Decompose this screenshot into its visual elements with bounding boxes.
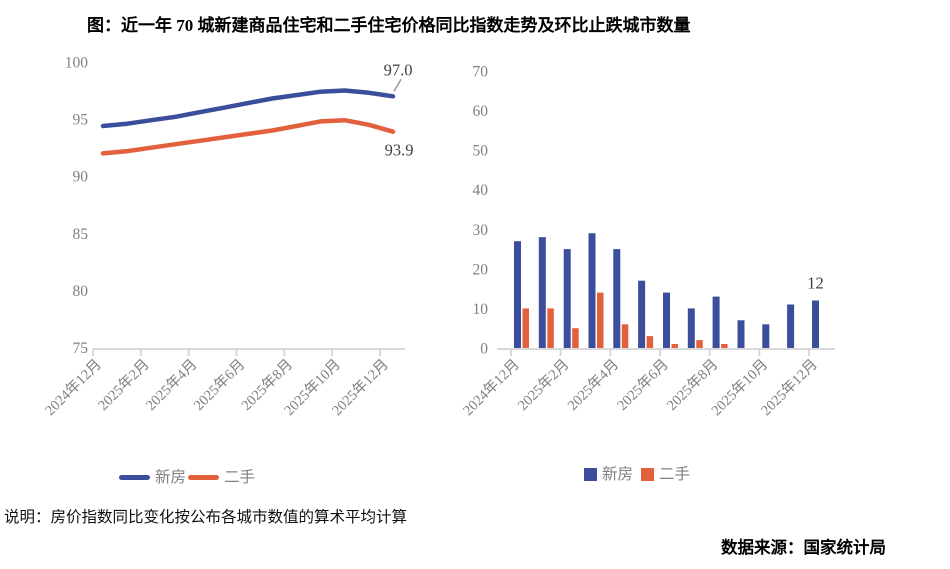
legend-label-second-hand: 二手 <box>659 466 691 483</box>
legend-label-second-hand: 二手 <box>224 469 256 486</box>
bar-new-home <box>737 320 745 348</box>
y-axis-tick-label: 75 <box>73 340 89 357</box>
line-chart: 100 95 90 85 80 752024年12月2025年2月2025年4月2025年… <box>42 55 414 420</box>
bar-second-hand <box>621 324 629 348</box>
x-axis-tick-label: 2025年2月 <box>94 356 152 414</box>
y-axis-tick-label: 50 <box>473 143 489 160</box>
legend-label-new-home: 新房 <box>602 466 634 483</box>
y-axis-tick-label: 90 <box>73 169 89 186</box>
bar-new-home <box>663 292 670 348</box>
second-hand-line-swatch <box>188 475 220 480</box>
bar-second-hand <box>597 292 604 348</box>
second-hand-bar-swatch <box>641 468 655 481</box>
bar-new-home <box>812 300 819 348</box>
note-text: 说明：房价指数同比变化按公布各城市数值的算术平均计算 <box>4 509 408 526</box>
x-axis-tick-label: 2024年12月 <box>460 356 523 419</box>
bar-second-hand <box>671 344 678 348</box>
bar-new-home <box>514 241 521 348</box>
y-axis-tick-label: 100 <box>65 55 89 72</box>
x-axis-tick-label: 2024年12月 <box>42 356 105 419</box>
bar-chart-legend: 新房 二手 <box>584 466 692 483</box>
bar-new-home <box>538 237 546 348</box>
bar-new-home <box>638 280 646 348</box>
bar-new-home <box>787 304 795 348</box>
line-series-二手 <box>100 117 396 156</box>
data-source-text: 数据来源：国家统计局 <box>721 538 886 557</box>
line-series-新房 <box>100 88 396 129</box>
bar-new-home <box>613 249 621 348</box>
x-axis-tick-label: 2025年2月 <box>514 356 572 414</box>
bar-second-hand <box>522 308 529 348</box>
bar-chart: 70 60 50 40 30 20 10 02024年12月2025年2月2025年4月202… <box>460 64 835 419</box>
bar-second-hand <box>696 340 703 348</box>
y-axis-tick-label: 20 <box>473 261 489 278</box>
bar-second-hand <box>547 308 554 348</box>
y-axis-tick-label: 70 <box>473 64 489 81</box>
new-home-bar-swatch <box>584 468 597 481</box>
y-axis-tick-label: 10 <box>473 301 489 318</box>
new-home-line-swatch <box>119 475 150 480</box>
data-label-second-hand-end: 93.9 <box>385 141 414 160</box>
bar-new-home <box>762 324 770 348</box>
chart-title: 图：近一年 70 城新建商品住宅和二手住宅价格同比指数走势及环比止跌城市数量 <box>87 16 691 35</box>
data-label-last-bar: 12 <box>807 274 824 293</box>
legend-label-new-home: 新房 <box>155 469 187 486</box>
y-axis-tick-label: 60 <box>473 103 489 120</box>
y-axis-tick-label: 85 <box>73 226 89 243</box>
bar-second-hand <box>572 328 579 348</box>
x-axis-tick-label: 2025年6月 <box>190 356 248 414</box>
y-axis-tick-label: 30 <box>473 222 489 239</box>
bar-second-hand <box>646 336 654 348</box>
y-axis-tick-label: 80 <box>73 283 89 300</box>
y-axis-tick-label: 95 <box>73 112 89 129</box>
x-axis-tick-label: 2025年4月 <box>142 356 200 414</box>
y-axis-tick-label: 40 <box>473 182 489 199</box>
data-label-new-home-end: 97.0 <box>384 60 413 79</box>
bar-second-hand <box>721 344 728 348</box>
x-axis-tick-label: 2025年6月 <box>614 356 672 414</box>
bar-new-home <box>687 308 695 348</box>
bar-new-home <box>563 249 571 348</box>
x-axis-tick-label: 2025年4月 <box>564 356 622 414</box>
y-axis-tick-label: 0 <box>480 341 488 358</box>
line-chart-legend: 新房 二手 <box>119 469 257 486</box>
bar-new-home <box>712 296 720 348</box>
bar-new-home <box>588 233 596 348</box>
